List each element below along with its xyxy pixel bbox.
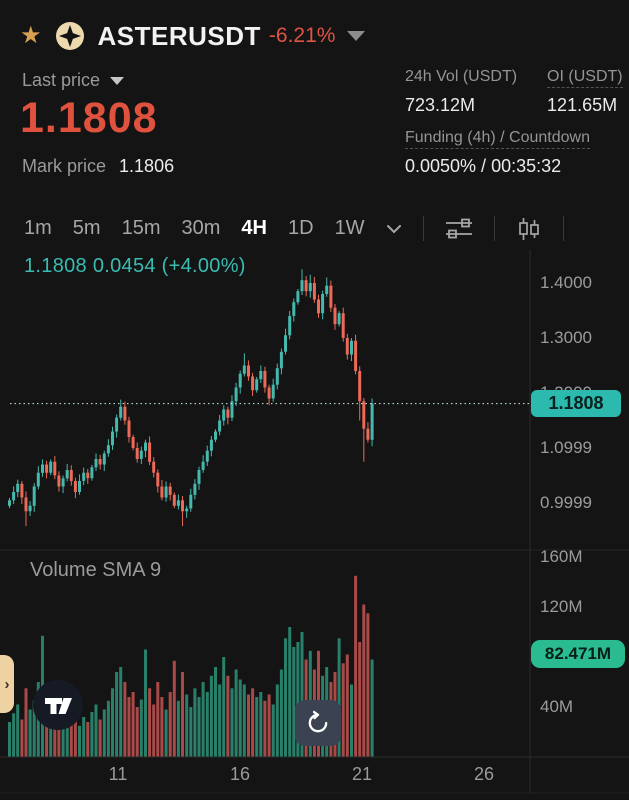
oi-label[interactable]: OI (USDT) (547, 68, 623, 88)
symbol-dropdown-icon[interactable] (347, 31, 366, 41)
mark-price-value: 1.1806 (119, 156, 175, 176)
volume-pane-title: Volume SMA 9 (30, 559, 162, 581)
volume-tick: 40M (540, 697, 574, 716)
vol-24h-label: 24h Vol (USDT) (405, 68, 518, 85)
price-tick: 1.3000 (540, 328, 592, 347)
chevron-right-icon: › (4, 675, 10, 693)
tradingview-logo (33, 680, 83, 730)
price-tick: 1.0999 (540, 438, 592, 458)
time-tick: 21 (351, 764, 373, 784)
time-tick: 26 (473, 764, 495, 784)
timeframe-15m[interactable]: 15m (121, 217, 161, 239)
timeframe-expand-icon[interactable] (386, 224, 402, 234)
panel-expand-handle[interactable]: › (0, 655, 14, 713)
volume-value-badge: 82.471M (531, 639, 625, 668)
chart-overlay-price: 1.1808 0.0454 (+4.00%) (24, 255, 246, 277)
timeframe-4H[interactable]: 4H (241, 217, 267, 239)
aster-coin-logo-icon (55, 22, 84, 50)
symbol-title[interactable]: ASTERUSDT (97, 20, 261, 51)
oi-value: 121.65M (547, 95, 618, 115)
timeframe-1D[interactable]: 1D (287, 217, 314, 239)
chart-area: 1.1808 0.0454 (+4.00%) Volume SMA 9 1.40… (0, 250, 629, 800)
toolbar-divider (422, 216, 424, 241)
last-price-row[interactable]: Last price (22, 70, 125, 91)
last-price-label: Last price (22, 70, 101, 90)
indicator-settings-icon[interactable] (445, 217, 473, 240)
volume-tick: 120M (540, 597, 583, 616)
volume-tick: 160M (540, 547, 583, 566)
time-tick: 16 (229, 764, 251, 784)
last-price-value: 1.1808 (20, 94, 158, 142)
time-tick: 11 (108, 764, 128, 784)
price-tick: 1.4000 (540, 273, 592, 292)
timeframe-1m[interactable]: 1m (24, 217, 52, 239)
chart-toolbar: 1m 5m 15m 30m 4H 1D 1W (24, 216, 629, 241)
timeframe-5m[interactable]: 5m (72, 217, 101, 239)
funding-label[interactable]: Funding (4h) / Countdown (405, 129, 590, 149)
timeframe-30m[interactable]: 30m (181, 217, 221, 239)
last-price-dropdown-icon[interactable] (110, 76, 125, 85)
timeframe-list: 1m 5m 15m 30m 4H 1D 1W (24, 217, 365, 240)
toolbar-divider (562, 216, 564, 241)
market-stats: 24h Vol (USDT) 723.12M OI (USDT) 121.65M… (405, 68, 625, 177)
timeframe-1W[interactable]: 1W (334, 217, 365, 239)
vol-24h-value: 723.12M (405, 95, 476, 115)
change-percent: -6.21% (268, 24, 336, 47)
mark-price-label: Mark price (22, 156, 107, 176)
favorite-star-icon[interactable]: ★ (20, 22, 42, 49)
refresh-button[interactable] (295, 700, 341, 746)
chart-style-icon[interactable] (516, 217, 542, 241)
mark-price-row: Mark price 1.1806 (22, 156, 174, 177)
price-tick: 0.9999 (540, 493, 592, 513)
symbol-header: ★ ASTERUSDT -6.21% (20, 20, 366, 52)
toolbar-divider (493, 216, 495, 241)
current-price-tag: 1.1808 (531, 390, 621, 418)
refresh-icon (308, 710, 328, 733)
funding-value: 0.0050% / 00:35:32 (405, 156, 562, 176)
